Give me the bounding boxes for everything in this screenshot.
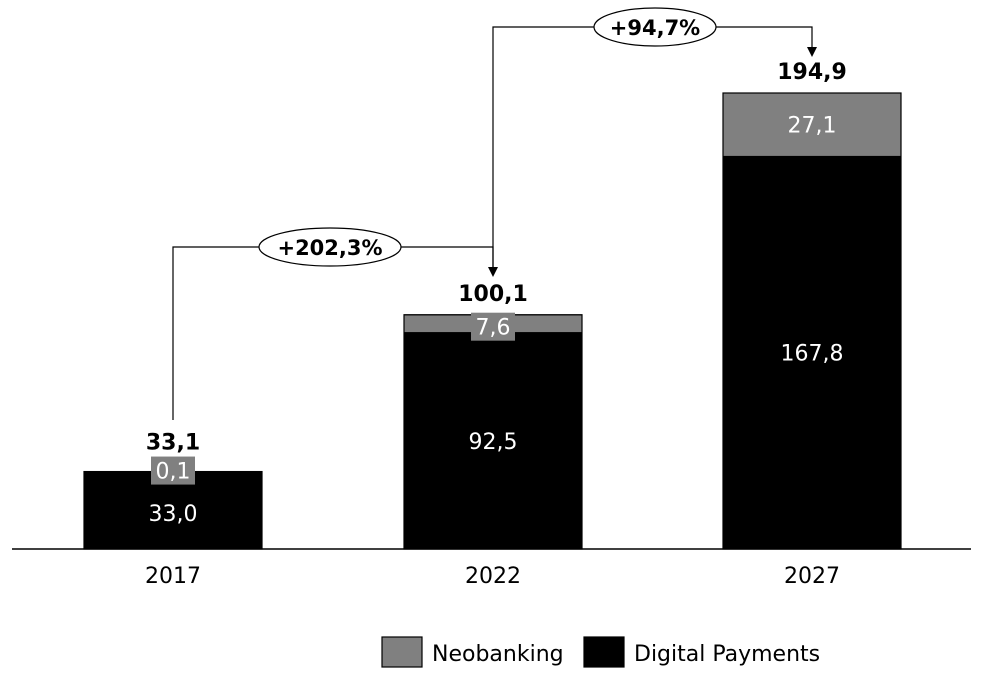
legend-swatch-digital-payments [583, 636, 625, 668]
x-tick-labels: 2017 2022 2027 [145, 564, 840, 589]
legend: Neobanking Digital Payments [381, 636, 820, 668]
legend-label-neobanking: Neobanking [432, 642, 564, 667]
x-tick-label-2022: 2022 [465, 564, 521, 589]
data-label-digital-payments-2027: 167,8 [781, 342, 844, 367]
data-label-box-neobanking-2017 [151, 456, 195, 485]
growth-badge-2022-2027 [593, 7, 717, 47]
data-label-digital-payments-2017: 33,0 [149, 502, 198, 527]
total-label-2017: 33,1 [146, 431, 200, 456]
bar-digital-payments-2022 [404, 332, 582, 549]
x-tick-label-2017: 2017 [145, 564, 201, 589]
growth-label-2022-2027: +94,7% [610, 16, 700, 40]
bar-neobanking-2027 [722, 92, 902, 157]
legend-label-digital-payments: Digital Payments [634, 642, 820, 667]
bar-digital-payments-2017 [84, 471, 262, 549]
data-label-box-neobanking-2022 [471, 312, 515, 341]
data-label-neobanking-2022: 7,6 [476, 316, 511, 341]
data-label-digital-payments-2022: 92,5 [469, 430, 518, 455]
legend-swatch-neobanking [381, 636, 423, 668]
growth-badge-2017-2022 [258, 227, 402, 267]
growth-label-2017-2022: +202,3% [277, 236, 382, 260]
data-label-neobanking-2027: 27,1 [788, 114, 837, 139]
x-tick-label-2027: 2027 [784, 564, 840, 589]
total-label-2022: 100,1 [458, 282, 528, 307]
total-label-2027: 194,9 [777, 60, 847, 85]
bar-digital-payments-2027 [723, 156, 901, 549]
data-label-neobanking-2017: 0,1 [156, 460, 191, 485]
growth-annotations: +202,3% +94,7% [172, 7, 817, 420]
bars-layer: 33,0 0,1 33,1 92,5 7,6 100,1 167,8 27,1 194,9 [83, 60, 902, 550]
